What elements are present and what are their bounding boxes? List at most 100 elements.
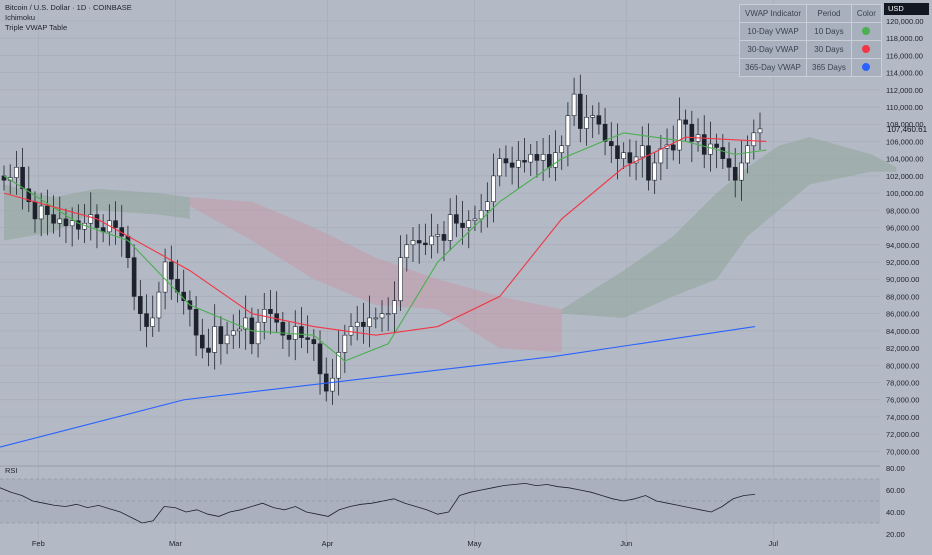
candle-body [708, 143, 713, 155]
candle-body [131, 257, 137, 297]
candle-body [466, 220, 472, 228]
ichimoku-cloud-bull [561, 137, 897, 318]
vwap-period: 10 Days [806, 22, 852, 41]
candle-body [144, 313, 149, 327]
candle-body [503, 158, 509, 164]
vwap-row-30: 30-Day VWAP 30 Days [738, 40, 882, 59]
candle-body [416, 240, 422, 244]
candle-body [255, 321, 261, 345]
vwap-name: 10-Day VWAP [738, 22, 808, 41]
candle-body [311, 339, 317, 345]
indicator-vwap-table-label[interactable]: Triple VWAP Table [5, 23, 68, 32]
price-axis-label: 98,000.00 [886, 206, 919, 215]
candle-body [485, 201, 490, 211]
candle-body [460, 222, 465, 228]
candle-body [547, 154, 552, 168]
candle-body [156, 291, 162, 319]
candle-body [627, 152, 633, 164]
candle-body [658, 148, 664, 164]
candle-body [429, 235, 434, 246]
candle-body [615, 145, 620, 159]
price-axis-label: 78,000.00 [886, 379, 919, 388]
candle-body [670, 144, 676, 151]
candle-body [491, 175, 496, 203]
candle-body [230, 330, 236, 336]
candle-body [113, 220, 118, 228]
candle-body [732, 166, 738, 181]
candle-body [63, 218, 69, 227]
candle-body [69, 220, 75, 227]
candle-body [243, 317, 248, 330]
time-axis-label: Feb [32, 539, 45, 548]
candle-body [441, 234, 447, 241]
candle-body [701, 134, 707, 155]
candle-body [286, 334, 292, 340]
candle-body [726, 158, 732, 168]
price-axis-label: 108,000.00 [886, 120, 924, 129]
candle-body [150, 317, 156, 327]
candle-body [522, 160, 527, 163]
candle-body [348, 326, 354, 336]
rsi-pane-label[interactable]: RSI [5, 466, 18, 475]
candle-body [553, 152, 558, 168]
vwap-10-line [3, 132, 767, 362]
time-axis-label: Mar [169, 539, 182, 548]
last-price-label: 107,460.61 [887, 125, 928, 134]
candle-body [292, 326, 298, 340]
vwap-name: 365-Day VWAP [738, 58, 808, 77]
candle-body [212, 326, 217, 353]
indicator-ichimoku-label[interactable]: Ichimoku [5, 13, 36, 22]
vwap-period: 365 Days [806, 58, 852, 77]
candle-body [342, 334, 348, 353]
candle-body [237, 328, 242, 332]
rsi-line [0, 482, 756, 524]
candle-body [472, 218, 478, 221]
candle-body [559, 145, 565, 153]
vwap-color-cell [850, 40, 882, 59]
candle-body [447, 214, 453, 241]
candle-body [218, 326, 224, 345]
candle-body [596, 115, 602, 125]
candle-body [274, 313, 279, 323]
candle-body [361, 321, 366, 327]
candle-body [435, 234, 441, 237]
price-axis-label: 90,000.00 [886, 275, 919, 284]
candle-body [509, 162, 515, 168]
rsi-axis-label: 20.00 [886, 530, 905, 539]
candle-body [94, 214, 100, 228]
candle-body [454, 214, 459, 224]
ichimoku-cloud-layer [4, 137, 897, 353]
rsi-pane: 80.00 60.00 40.00 20.00 [0, 464, 905, 539]
candle-body [646, 145, 651, 181]
candle-body [385, 313, 391, 315]
candle-body [14, 166, 19, 178]
candle-body [739, 162, 744, 181]
price-axis-label: 112,000.00 [886, 86, 923, 95]
color-dot-icon [862, 62, 871, 71]
candle-body [125, 235, 131, 258]
candle-body [268, 309, 273, 314]
candle-body [571, 93, 577, 116]
price-axis-label: 116,000.00 [886, 51, 923, 60]
candle-body [540, 154, 546, 161]
vwap-365-line [0, 326, 756, 448]
currency-tag[interactable]: USD [884, 3, 929, 15]
symbol-title[interactable]: Bitcoin / U.S. Dollar · 1D · COINBASE [5, 3, 132, 12]
candle-body [497, 158, 503, 177]
candle-body [745, 145, 750, 164]
candle-body [683, 119, 688, 125]
price-axis-label: 92,000.00 [886, 258, 919, 267]
candle-body [199, 334, 205, 349]
ichimoku-cloud-bear [189, 197, 562, 353]
candle-body [577, 93, 583, 129]
candle-body [757, 128, 763, 134]
candle-body [720, 147, 726, 159]
price-axis-label: 88,000.00 [886, 292, 919, 301]
candle-body [354, 321, 360, 327]
candle-body [410, 240, 416, 246]
candle-body [608, 141, 614, 147]
price-axis-label: 70,000.00 [886, 447, 919, 456]
candle-body [423, 242, 428, 246]
